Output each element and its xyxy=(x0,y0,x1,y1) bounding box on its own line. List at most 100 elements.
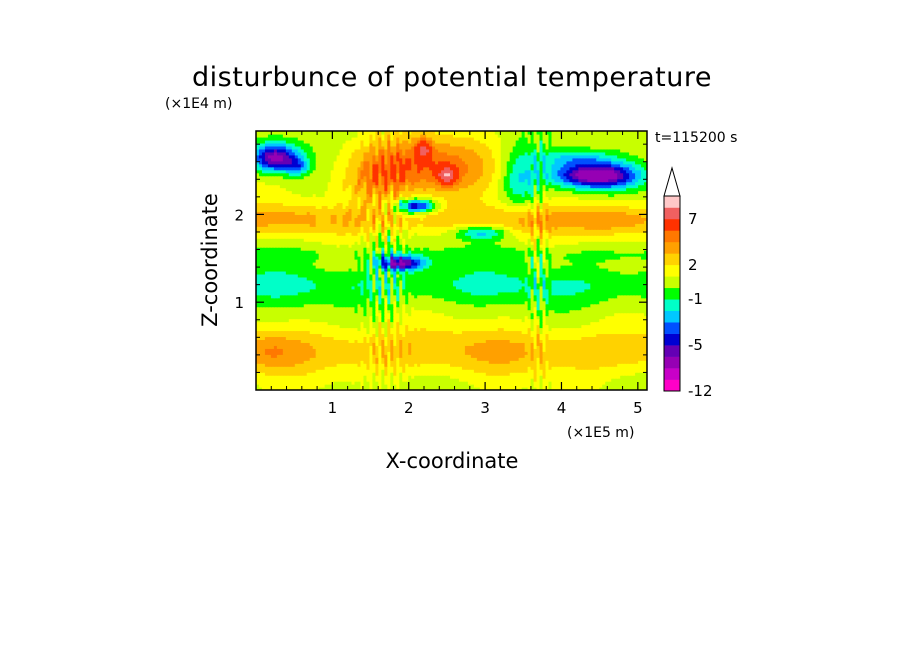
heatmap-cell xyxy=(485,387,490,390)
heatmap-cell xyxy=(267,348,272,352)
heatmap-cell xyxy=(503,360,508,364)
heatmap-cell xyxy=(581,387,585,390)
heatmap-cell xyxy=(545,333,550,338)
heatmap-cell xyxy=(357,285,362,290)
heatmap-cell xyxy=(578,312,582,317)
heatmap-cell xyxy=(596,351,600,355)
heatmap-cell xyxy=(545,372,550,376)
heatmap-cell xyxy=(288,372,293,376)
heatmap-cell xyxy=(360,363,365,367)
heatmap-cell xyxy=(264,330,269,335)
heatmap-cell xyxy=(345,294,350,299)
heatmap-cell xyxy=(256,351,260,355)
heatmap-cell xyxy=(345,303,350,308)
heatmap-cell xyxy=(372,387,376,390)
heatmap-cell xyxy=(482,324,487,329)
heatmap-cell xyxy=(264,321,269,326)
heatmap-cell xyxy=(629,384,633,388)
heatmap-cell xyxy=(503,348,508,352)
heatmap-cell xyxy=(485,378,490,382)
heatmap-cell xyxy=(270,339,275,343)
heatmap-cell xyxy=(587,375,591,379)
heatmap-cell xyxy=(521,288,526,293)
heatmap-cell xyxy=(644,276,647,281)
heatmap-cell xyxy=(614,312,618,317)
heatmap-cell xyxy=(420,336,424,340)
heatmap-cell xyxy=(447,288,451,293)
heatmap-cell xyxy=(623,354,627,358)
heatmap-cell xyxy=(452,354,457,358)
heatmap-cell xyxy=(264,354,269,358)
heatmap-cell xyxy=(554,318,559,323)
heatmap-cell xyxy=(378,324,382,329)
heatmap-cell xyxy=(450,324,454,329)
heatmap-cell xyxy=(393,306,397,311)
heatmap-cell xyxy=(405,309,409,314)
heatmap-cell xyxy=(581,297,585,302)
heatmap-cell xyxy=(366,330,371,335)
heatmap-cell xyxy=(393,378,397,382)
heatmap-cell xyxy=(542,348,547,352)
heatmap-cell xyxy=(291,315,296,320)
heatmap-cell xyxy=(467,357,472,361)
heatmap-cell xyxy=(470,330,475,335)
heatmap-cell xyxy=(432,381,436,385)
heatmap-cell xyxy=(399,381,403,385)
heatmap-cell xyxy=(357,372,362,376)
heatmap-cell xyxy=(309,309,314,314)
heatmap-cell xyxy=(515,285,520,290)
heatmap-cell xyxy=(512,369,517,373)
heatmap-cell xyxy=(638,294,642,299)
heatmap-cell xyxy=(429,351,433,355)
heatmap-cell xyxy=(551,342,556,346)
heatmap-cell xyxy=(345,282,350,287)
heatmap-cell xyxy=(452,309,457,314)
heatmap-cell xyxy=(644,369,647,373)
heatmap-cell xyxy=(455,351,460,355)
heatmap-cell xyxy=(470,291,475,296)
heatmap-cell xyxy=(452,294,457,299)
heatmap-cell xyxy=(539,372,544,376)
heatmap-cell xyxy=(476,327,481,332)
heatmap-cell xyxy=(330,285,335,290)
heatmap-cell xyxy=(605,366,609,370)
heatmap-cell xyxy=(324,372,329,376)
heatmap-cell xyxy=(264,291,269,296)
heatmap-cell xyxy=(435,369,439,373)
heatmap-cell xyxy=(524,282,529,287)
heatmap-cell xyxy=(348,282,353,287)
heatmap-cell xyxy=(258,378,263,382)
heatmap-cell xyxy=(464,360,469,364)
heatmap-cell xyxy=(300,342,305,346)
heatmap-cell xyxy=(294,342,299,346)
heatmap-cell xyxy=(258,351,263,355)
heatmap-cell xyxy=(306,375,311,379)
heatmap-cell xyxy=(473,330,478,335)
heatmap-cell xyxy=(336,381,341,385)
heatmap-cell xyxy=(566,366,570,370)
heatmap-cell xyxy=(378,336,382,340)
heatmap-cell xyxy=(261,321,266,326)
heatmap-cell xyxy=(384,327,388,332)
heatmap-cell xyxy=(330,339,335,343)
heatmap-cell xyxy=(527,375,532,379)
heatmap-cell xyxy=(476,354,481,358)
heatmap-cell xyxy=(464,306,469,311)
heatmap-cell xyxy=(587,333,591,338)
heatmap-cell xyxy=(500,369,505,373)
heatmap-cell xyxy=(626,330,630,335)
heatmap-cell xyxy=(360,279,365,284)
heatmap-cell xyxy=(447,300,451,305)
heatmap-cell xyxy=(533,351,538,355)
heatmap-cell xyxy=(467,339,472,343)
heatmap-cell xyxy=(584,354,588,358)
heatmap-cell xyxy=(393,345,397,349)
heatmap-cell xyxy=(366,279,371,284)
heatmap-cell xyxy=(563,279,568,284)
heatmap-cell xyxy=(387,369,391,373)
heatmap-cell xyxy=(482,303,487,308)
heatmap-cell xyxy=(572,321,576,326)
heatmap-cell xyxy=(500,309,505,314)
heatmap-cell xyxy=(491,384,496,388)
heatmap-cell xyxy=(315,339,320,343)
